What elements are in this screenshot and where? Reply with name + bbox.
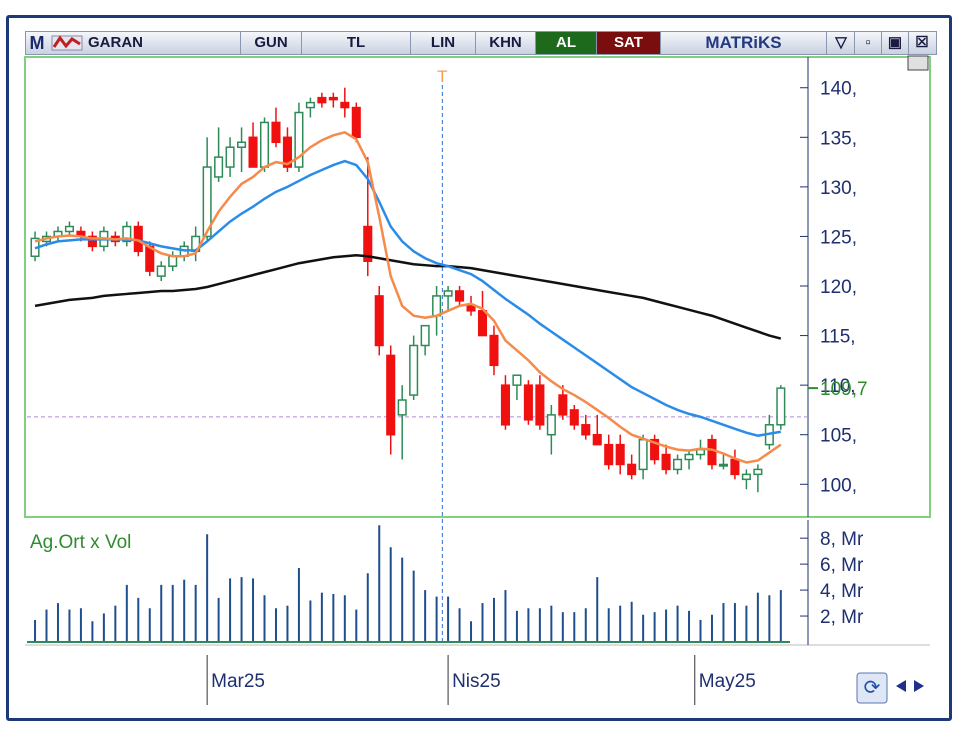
- y-tick-label: 115,: [820, 327, 856, 348]
- moving-average: [34, 131, 782, 464]
- y-tick-label: 8, Mr: [820, 529, 864, 550]
- last-value-label: 109,7: [820, 379, 868, 400]
- candle-body: [477, 310, 488, 337]
- y-tick-label: 2, Mr: [820, 607, 864, 628]
- refresh-icon: ⟳: [864, 677, 881, 699]
- refresh-button[interactable]: [856, 672, 888, 704]
- candle-body: [328, 96, 338, 101]
- brand: MATRiKS: [661, 32, 827, 54]
- candle-body: [202, 166, 212, 238]
- candle-body: [558, 394, 568, 416]
- candle-body: [741, 473, 751, 481]
- y-tick-label: 130,: [820, 178, 857, 199]
- price-panel: [24, 56, 931, 518]
- x-tick-label: Mar25: [211, 671, 265, 692]
- volume-title: Ag.Ort x Vol: [30, 532, 131, 553]
- candle-body: [455, 290, 465, 302]
- candle-body: [673, 458, 683, 471]
- candle-body: [237, 141, 247, 148]
- candle-body: [546, 414, 556, 436]
- panel-button[interactable]: [907, 55, 929, 71]
- y-tick-label: 140,: [820, 79, 857, 100]
- candle-body: [340, 101, 350, 109]
- candle-body: [386, 354, 396, 436]
- y-tick-label: 105,: [820, 426, 857, 447]
- cursor-label: T: [437, 67, 447, 86]
- logo: M: [29, 33, 45, 53]
- candle-body: [661, 453, 671, 471]
- y-tick-label: 4, Mr: [820, 581, 864, 602]
- symbol[interactable]: GARAN: [88, 32, 241, 54]
- scroll-arrows[interactable]: [896, 680, 924, 692]
- candle-body: [317, 96, 327, 104]
- candle-body: [168, 255, 178, 267]
- candle-body: [500, 384, 510, 426]
- candle-body: [363, 225, 373, 262]
- sell-button[interactable]: SAT: [597, 32, 661, 54]
- candle-body: [443, 290, 453, 297]
- y-tick-label: 110,: [820, 376, 856, 397]
- candle-body: [420, 324, 430, 347]
- close-button[interactable]: ☒: [915, 34, 929, 51]
- candle-body: [305, 101, 315, 109]
- candle-body: [214, 156, 224, 178]
- candle-body: [282, 136, 292, 168]
- window-frame: [6, 15, 952, 721]
- candle-body: [271, 121, 281, 144]
- x-tick-label: Nis25: [452, 671, 501, 692]
- khn-button[interactable]: KHN: [476, 32, 536, 54]
- y-tick-label: 100,: [820, 475, 857, 496]
- candle-body: [225, 146, 235, 168]
- candle-body: [592, 433, 602, 446]
- period-button[interactable]: GUN: [241, 32, 302, 54]
- currency-button[interactable]: TL: [302, 32, 411, 54]
- candle-body: [432, 295, 442, 317]
- candle-body: [466, 305, 476, 312]
- y-tick-label: 125,: [820, 227, 857, 248]
- candle-body: [638, 438, 648, 471]
- scale-button[interactable]: LIN: [411, 32, 476, 54]
- toolbar: M GARAN GUN TL LIN KHN AL SAT MATRiKS ▽ …: [25, 31, 937, 55]
- candle-body: [248, 136, 258, 168]
- candle-body: [489, 334, 499, 367]
- candle-body: [87, 235, 97, 248]
- moving-average: [34, 159, 782, 437]
- candle-body: [707, 438, 717, 466]
- maximize-button[interactable]: ▣: [882, 32, 909, 54]
- y-tick-label: 135,: [820, 128, 857, 149]
- candle-body: [156, 265, 166, 277]
- y-tick-label: 6, Mr: [820, 555, 864, 576]
- candle-body: [259, 121, 270, 168]
- candle-body: [650, 438, 660, 461]
- y-tick-label: 120,: [820, 277, 857, 298]
- candle-body: [397, 399, 407, 416]
- logo-icon: [51, 35, 83, 51]
- candle-body: [776, 387, 786, 426]
- candle-body: [569, 409, 579, 426]
- x-tick-label: May25: [699, 671, 756, 692]
- candle-body: [535, 384, 545, 426]
- candle-body: [64, 225, 74, 233]
- candle-body: [374, 295, 384, 347]
- candle-body: [718, 463, 728, 467]
- candle-body: [523, 384, 533, 421]
- candle-body: [627, 463, 637, 476]
- candle-body: [615, 443, 625, 466]
- candle-body: [695, 448, 706, 456]
- candle-body: [351, 106, 361, 139]
- candle-body: [753, 468, 763, 476]
- candle-body: [730, 458, 740, 476]
- menu-button[interactable]: ▽: [828, 32, 855, 54]
- candle-body: [604, 443, 614, 466]
- minimize-button[interactable]: ▫: [855, 32, 882, 54]
- candle-body: [684, 453, 694, 461]
- moving-average: [34, 254, 782, 340]
- candle-body: [122, 225, 132, 243]
- candle-body: [581, 424, 591, 436]
- candle-body: [512, 374, 522, 386]
- candle-body: [294, 111, 304, 168]
- buy-button[interactable]: AL: [536, 32, 597, 54]
- candle-body: [409, 344, 419, 396]
